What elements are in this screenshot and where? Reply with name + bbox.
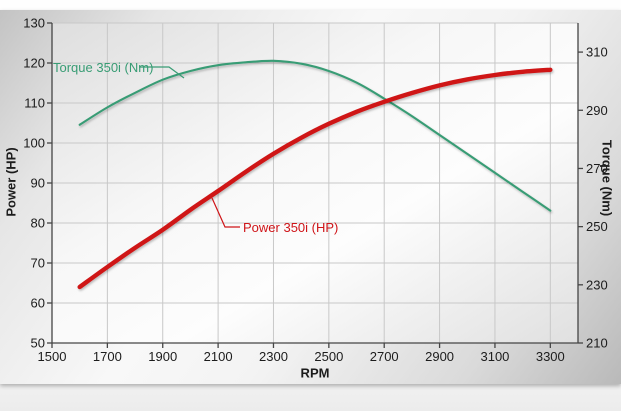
x-axis-tick-label: 2900	[425, 349, 454, 364]
torque-label-leader-line	[139, 66, 185, 79]
x-axis-tick-label: 2300	[259, 349, 288, 364]
right-axis-tick-label: 290	[586, 103, 608, 118]
x-axis-tick-label: 2700	[370, 349, 399, 364]
power-curve	[77, 67, 553, 290]
left-axis-tick-label: 120	[23, 56, 45, 71]
x-axis-tick-label: 1700	[93, 349, 122, 364]
torque-curve	[78, 59, 552, 212]
x-axis-tick-label: 1500	[38, 349, 67, 364]
right-axis-title: Torque (Nm)	[599, 139, 615, 217]
left-axis-title: Power (HP)	[3, 147, 19, 217]
left-axis-tick-label: 130	[23, 16, 45, 31]
left-axis-tick-label: 60	[31, 296, 45, 311]
right-axis-tick-label: 270	[586, 161, 608, 176]
x-axis-tick-label: 2100	[204, 349, 233, 364]
left-axis-tick-label: 90	[31, 176, 45, 191]
left-axis-tick-label: 110	[24, 96, 45, 111]
left-axis-tick-label: 70	[31, 256, 45, 271]
right-axis-tick-label: 230	[586, 277, 608, 292]
x-axis-tick-label: 1900	[148, 349, 177, 364]
right-axis-tick-label: 250	[586, 219, 608, 234]
x-axis-tick-label: 3300	[536, 349, 565, 364]
right-axis-tick-label: 310	[586, 45, 608, 60]
left-axis-tick-label: 50	[31, 336, 45, 351]
x-axis-tick-label: 3100	[480, 349, 509, 364]
right-axis-tick-label: 210	[586, 336, 608, 351]
power-series-label: Power 350i (HP)	[243, 220, 339, 235]
left-axis-tick-label: 80	[31, 216, 45, 231]
x-axis-title: RPM	[300, 365, 330, 381]
left-axis-tick-label: 100	[23, 136, 45, 151]
torque-series-label: Torque 350i (Nm)	[53, 60, 154, 75]
x-axis-tick-label: 2500	[314, 349, 343, 364]
power-label-leader-line	[211, 197, 240, 228]
